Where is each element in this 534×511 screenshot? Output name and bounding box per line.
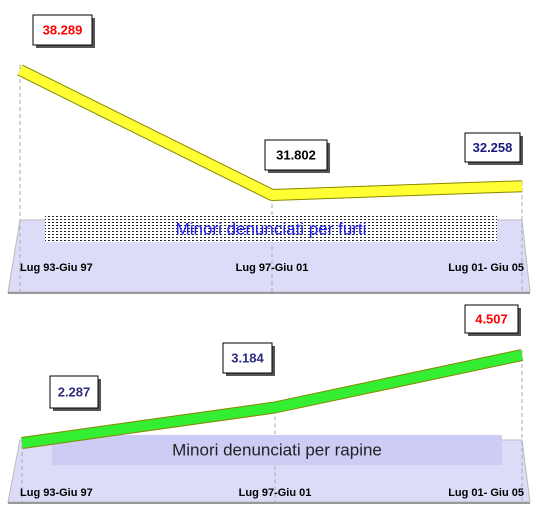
title-box [45,216,497,242]
label-box [464,304,519,334]
label-box [49,375,99,409]
label-box [464,132,521,163]
x-tick-label: Lug 01- Giu 05 [448,487,524,499]
value-label: 4.507 [475,311,508,326]
label-box [264,139,328,171]
floor-front [8,292,530,294]
ribbon-edge [17,64,523,201]
label-box [32,14,93,46]
value-label: 2.287 [58,384,91,399]
x-tick-label: Lug 97-Giu 01 [239,487,312,499]
ribbon [21,350,524,448]
chart-title: Minori denunciati per rapine [172,440,382,459]
chart-title: Minori denunciati per furti [176,219,367,238]
x-tick-label: Lug 93-Giu 97 [20,487,93,499]
value-label: 32.258 [473,140,513,155]
floor-front [8,502,530,504]
ribbon [17,65,523,200]
value-label: 3.184 [231,350,264,365]
x-tick-label: Lug 97-Giu 01 [236,262,309,274]
value-label: 38.289 [43,22,83,37]
value-label: 31.802 [276,147,316,162]
x-tick-label: Lug 93-Giu 97 [20,262,93,274]
x-tick-label: Lug 01- Giu 05 [448,262,524,274]
title-box [52,435,502,465]
label-box [222,342,273,374]
